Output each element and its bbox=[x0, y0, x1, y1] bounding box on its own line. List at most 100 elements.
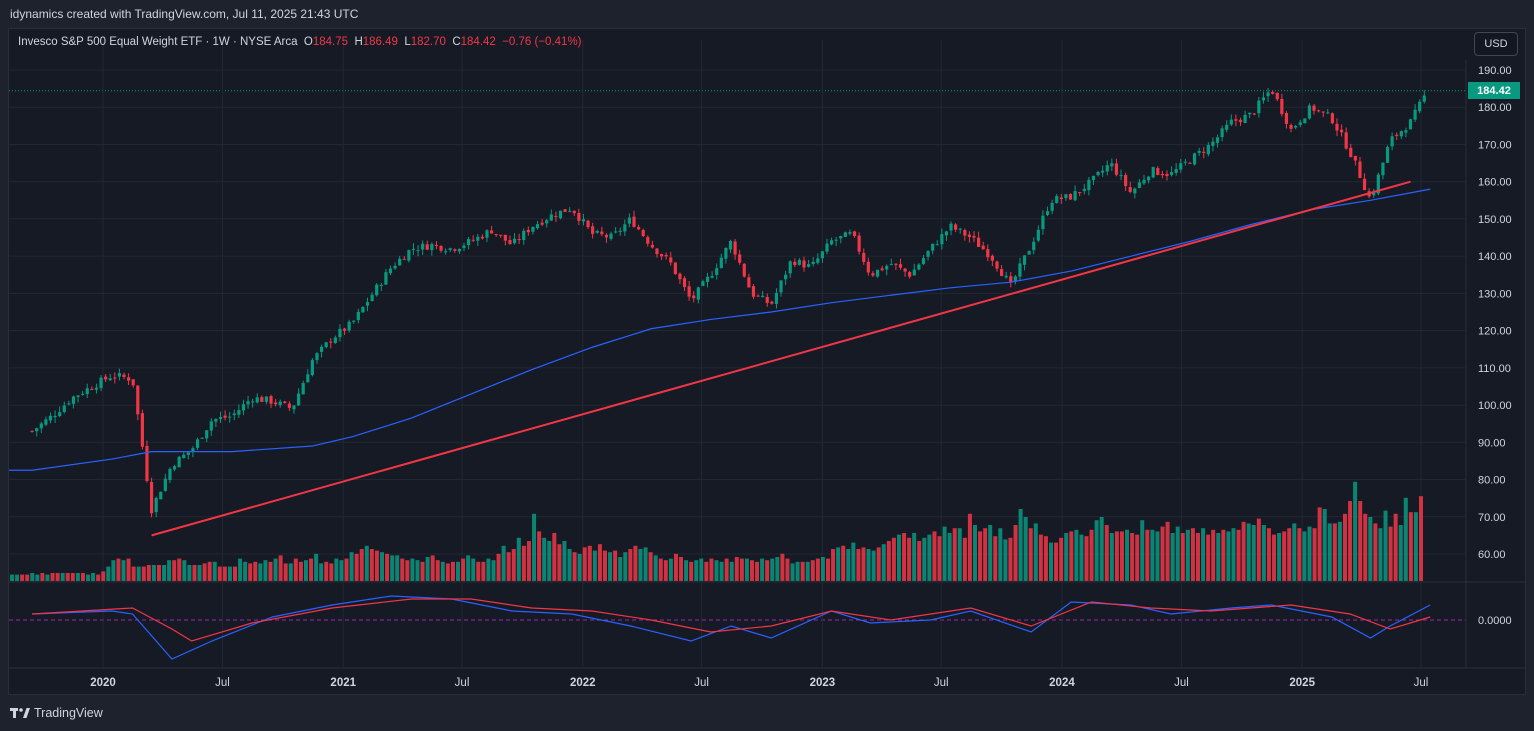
candle-body bbox=[751, 286, 756, 297]
volume-bar bbox=[1256, 518, 1261, 581]
volume-bar bbox=[886, 541, 891, 581]
candle-body bbox=[342, 328, 347, 331]
candle-body bbox=[1101, 170, 1105, 173]
candle-body bbox=[829, 240, 834, 245]
volume-bar bbox=[379, 552, 384, 581]
candle-body bbox=[145, 445, 149, 481]
candle-body bbox=[172, 466, 177, 470]
candle-body bbox=[39, 423, 43, 429]
candle-body bbox=[430, 244, 434, 251]
price-tick-label: 130.00 bbox=[1478, 288, 1512, 300]
candle-body bbox=[379, 284, 383, 286]
candle-body bbox=[986, 249, 990, 258]
candle-body bbox=[522, 230, 526, 241]
volume-bar bbox=[187, 565, 192, 581]
volume-bar bbox=[673, 553, 678, 581]
candle-body bbox=[784, 274, 788, 280]
candle-body bbox=[1022, 255, 1027, 265]
volume-bar bbox=[1049, 542, 1054, 581]
volume-bar bbox=[278, 555, 283, 581]
candle-body bbox=[1114, 163, 1119, 175]
volume-bar bbox=[1211, 529, 1216, 581]
volume-bar bbox=[167, 560, 172, 581]
low-value: 182.70 bbox=[410, 36, 446, 48]
candle-body bbox=[1059, 197, 1063, 200]
volume-bar bbox=[359, 549, 364, 581]
candle-body bbox=[811, 261, 815, 265]
trendline[interactable] bbox=[151, 180, 1411, 537]
tradingview-brand[interactable]: TradingView bbox=[10, 706, 103, 720]
volume-bar bbox=[542, 537, 547, 581]
volume-bar bbox=[937, 536, 942, 581]
volume-bar bbox=[582, 547, 587, 581]
volume-bar bbox=[1246, 523, 1251, 581]
candle-body bbox=[90, 389, 94, 391]
candle-body bbox=[494, 233, 498, 235]
candle-body bbox=[999, 269, 1004, 277]
time-axis[interactable]: 2020 Jul 2021 Jul 2022 Jul 2023 Jul 2024 Jul 2025 J… bbox=[90, 677, 1428, 689]
candle-body bbox=[1064, 194, 1068, 199]
volume-bar bbox=[699, 558, 704, 581]
volume-bar bbox=[1190, 528, 1195, 581]
candle-body bbox=[315, 353, 319, 361]
candle-body bbox=[765, 296, 769, 303]
price-axis[interactable]: 190.00 180.00 170.00 160.00 150.00 140.00 130.… bbox=[1478, 65, 1512, 561]
candle-body bbox=[931, 243, 935, 251]
candle-body bbox=[825, 243, 829, 252]
candle-body bbox=[857, 235, 861, 252]
change-value: −0.76 (−0.41%) bbox=[502, 36, 582, 48]
volume-bar bbox=[1013, 525, 1018, 581]
candle-body bbox=[710, 275, 714, 278]
candle-body bbox=[191, 448, 195, 452]
volume-bar bbox=[344, 558, 349, 581]
candle-body bbox=[85, 388, 89, 395]
candle-body bbox=[591, 226, 595, 234]
candle-body bbox=[393, 265, 397, 269]
candle-body bbox=[604, 234, 609, 238]
volume-bar bbox=[684, 560, 689, 581]
volume-bar bbox=[25, 574, 30, 581]
candle-body bbox=[421, 243, 425, 250]
volume-bar bbox=[633, 545, 638, 581]
volume-bar bbox=[709, 558, 714, 581]
candle-body bbox=[1068, 193, 1073, 200]
volume-bar bbox=[861, 547, 866, 581]
volume-bar bbox=[101, 571, 106, 581]
volume-bar bbox=[668, 558, 673, 581]
volume-bar bbox=[592, 550, 597, 581]
volume-bar bbox=[618, 557, 623, 581]
volume-bar bbox=[227, 566, 232, 581]
candle-body bbox=[632, 216, 636, 227]
volume-bar bbox=[562, 541, 567, 581]
volume-bar bbox=[486, 558, 491, 581]
price-tick-label: 80.00 bbox=[1478, 475, 1506, 487]
volume-bar bbox=[896, 534, 901, 581]
volume-bar bbox=[1302, 531, 1307, 581]
candle-body bbox=[457, 248, 462, 252]
volume-bar bbox=[288, 563, 293, 581]
volume-bar bbox=[1353, 481, 1358, 581]
candle-body bbox=[471, 239, 475, 241]
volume-bar bbox=[572, 552, 577, 581]
oscillator-fast-line bbox=[32, 595, 1431, 660]
attribution-text: idynamics created with TradingView.com, … bbox=[10, 7, 359, 21]
currency-button[interactable]: USD bbox=[1474, 32, 1518, 56]
candle-body bbox=[1169, 172, 1174, 175]
candle-body bbox=[149, 481, 154, 514]
candle-body bbox=[237, 410, 241, 415]
volume-bar bbox=[1038, 534, 1043, 581]
volume-bar bbox=[511, 549, 516, 581]
volume-bar bbox=[1180, 533, 1185, 581]
candle-body bbox=[76, 395, 80, 397]
volume-bar bbox=[962, 537, 967, 581]
volume-bar bbox=[15, 574, 20, 581]
candle-body bbox=[489, 230, 494, 234]
candle-body bbox=[1119, 175, 1123, 177]
volume-bar bbox=[1135, 534, 1140, 581]
volume-bar bbox=[1089, 529, 1094, 581]
volume-bar bbox=[1104, 525, 1109, 581]
candle-body bbox=[600, 231, 604, 235]
volume-bar bbox=[1003, 539, 1008, 581]
volume-bar bbox=[1201, 528, 1206, 581]
